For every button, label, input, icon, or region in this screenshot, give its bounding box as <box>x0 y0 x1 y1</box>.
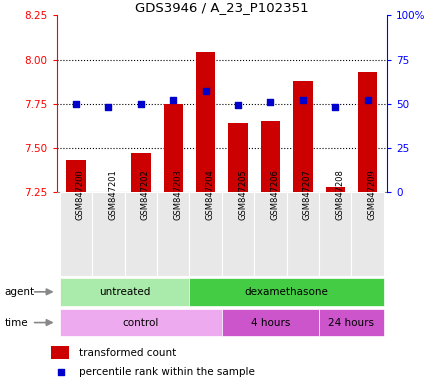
Text: GSM847208: GSM847208 <box>335 169 343 220</box>
Bar <box>221 309 319 336</box>
Point <box>331 104 338 110</box>
Text: time: time <box>4 318 28 328</box>
Point <box>234 103 241 109</box>
Point <box>105 104 112 110</box>
Text: GSM847201: GSM847201 <box>108 169 117 220</box>
Bar <box>189 278 383 306</box>
Bar <box>59 309 221 336</box>
Point <box>137 101 144 107</box>
Point <box>299 97 306 103</box>
Text: transformed count: transformed count <box>79 348 176 358</box>
Bar <box>163 104 183 192</box>
Bar <box>260 121 279 192</box>
Point <box>72 101 79 107</box>
Text: GSM847202: GSM847202 <box>141 169 149 220</box>
Bar <box>66 160 85 192</box>
Bar <box>325 187 344 192</box>
Text: percentile rank within the sample: percentile rank within the sample <box>79 367 254 377</box>
Bar <box>319 309 383 336</box>
Bar <box>51 346 69 359</box>
Bar <box>124 192 157 276</box>
Bar <box>92 192 124 276</box>
Text: GSM847209: GSM847209 <box>367 169 376 220</box>
Text: 24 hours: 24 hours <box>328 318 374 328</box>
Text: GSM847205: GSM847205 <box>237 169 247 220</box>
Text: GSM847200: GSM847200 <box>76 169 85 220</box>
Bar <box>351 192 383 276</box>
Bar <box>357 72 377 192</box>
Bar <box>157 192 189 276</box>
Text: GSM847207: GSM847207 <box>302 169 311 220</box>
Bar <box>319 192 351 276</box>
Point <box>202 88 209 94</box>
Point <box>169 97 176 103</box>
Text: GSM847206: GSM847206 <box>270 169 279 220</box>
Text: 4 hours: 4 hours <box>250 318 289 328</box>
Bar <box>189 192 221 276</box>
Bar <box>221 192 254 276</box>
Text: GSM847204: GSM847204 <box>205 169 214 220</box>
Bar <box>254 192 286 276</box>
Bar <box>293 81 312 192</box>
Point <box>266 99 273 105</box>
Bar <box>286 192 319 276</box>
Bar <box>131 153 150 192</box>
Text: control: control <box>122 318 159 328</box>
Bar <box>59 192 92 276</box>
Point <box>57 369 64 375</box>
Text: agent: agent <box>4 287 34 297</box>
Text: untreated: untreated <box>99 287 150 297</box>
Bar <box>195 53 215 192</box>
Title: GDS3946 / A_23_P102351: GDS3946 / A_23_P102351 <box>135 1 308 14</box>
Bar <box>59 278 189 306</box>
Text: GSM847203: GSM847203 <box>173 169 182 220</box>
Bar <box>228 123 247 192</box>
Point <box>363 97 370 103</box>
Text: dexamethasone: dexamethasone <box>244 287 328 297</box>
